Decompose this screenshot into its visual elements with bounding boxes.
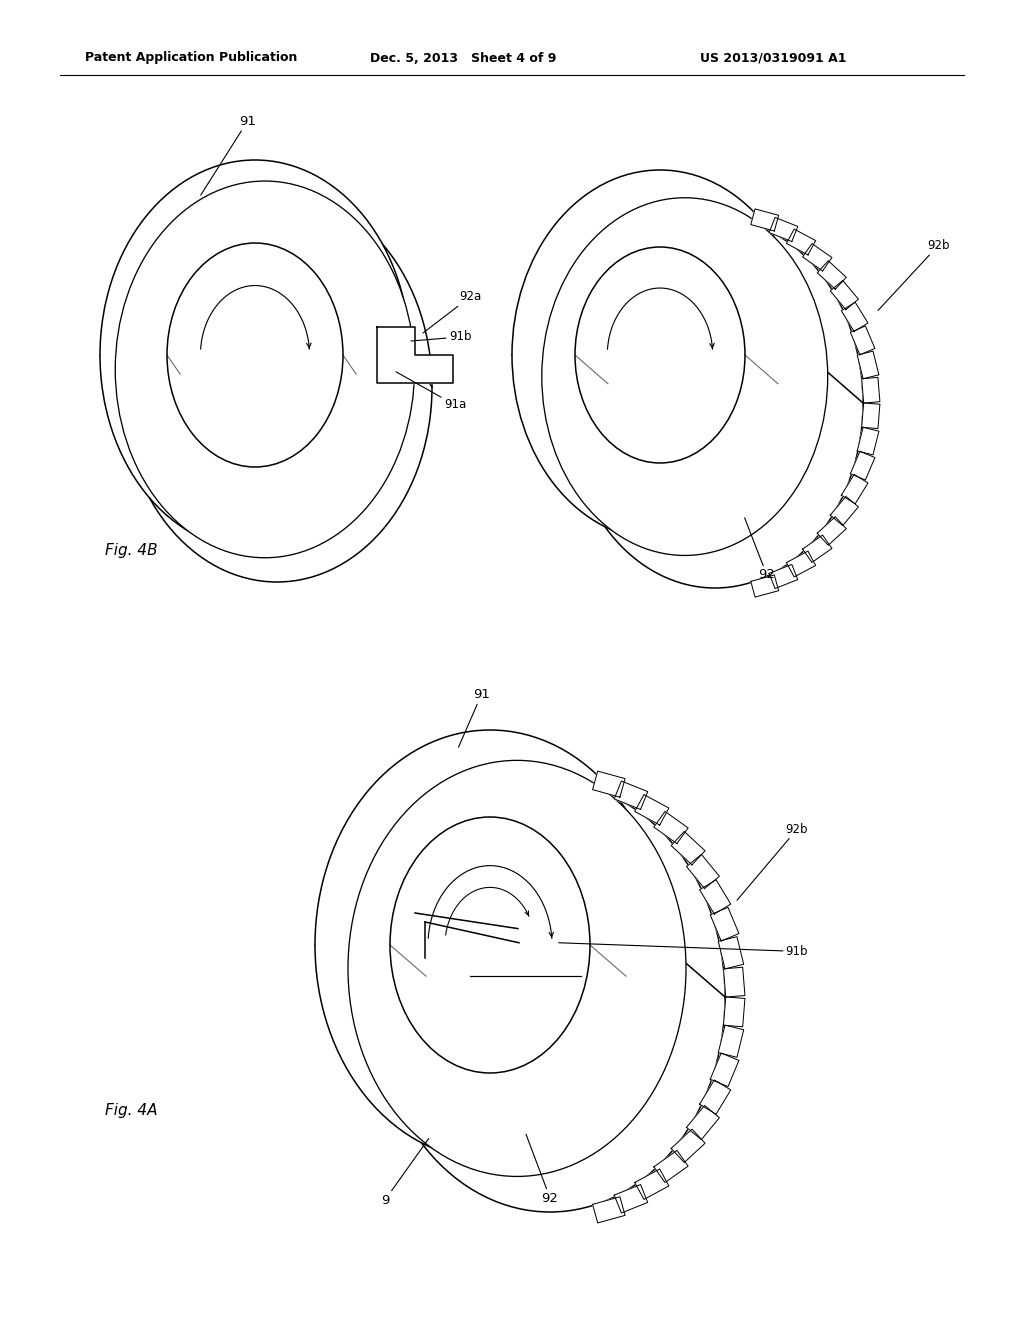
Text: US 2013/0319091 A1: US 2013/0319091 A1 [700,51,847,65]
Polygon shape [857,351,879,379]
Polygon shape [711,1053,739,1086]
Polygon shape [850,451,874,480]
Polygon shape [593,771,625,797]
Polygon shape [635,1170,669,1200]
Polygon shape [786,230,816,255]
Ellipse shape [315,730,665,1160]
Polygon shape [686,854,720,888]
Text: 91b: 91b [559,942,808,958]
Polygon shape [635,795,669,825]
Polygon shape [751,209,778,231]
Text: Dec. 5, 2013   Sheet 4 of 9: Dec. 5, 2013 Sheet 4 of 9 [370,51,556,65]
Text: 91b: 91b [411,330,471,343]
Polygon shape [769,218,798,242]
Polygon shape [830,496,858,525]
Ellipse shape [542,198,827,556]
Polygon shape [830,280,858,310]
Polygon shape [769,565,798,589]
Polygon shape [671,832,706,865]
Polygon shape [718,937,743,969]
Text: 91: 91 [459,689,489,747]
Polygon shape [699,1080,731,1114]
Text: 92: 92 [526,1134,558,1204]
Text: 92: 92 [744,517,775,582]
Ellipse shape [575,247,745,463]
Ellipse shape [167,243,343,467]
Ellipse shape [116,181,415,558]
Polygon shape [614,781,648,809]
Text: 91: 91 [201,115,256,195]
Polygon shape [857,428,879,455]
Text: Patent Application Publication: Patent Application Publication [85,51,297,65]
Polygon shape [850,326,874,355]
Text: 92b: 92b [878,239,949,310]
Polygon shape [711,907,739,941]
Polygon shape [593,1197,625,1222]
Text: Fig. 4B: Fig. 4B [105,543,158,558]
Ellipse shape [390,817,590,1073]
Polygon shape [671,1129,706,1163]
Polygon shape [724,997,744,1027]
Polygon shape [699,880,731,913]
Polygon shape [686,1105,720,1139]
Polygon shape [751,576,778,597]
Polygon shape [842,474,868,504]
Polygon shape [614,1184,648,1213]
Ellipse shape [100,160,410,550]
Polygon shape [842,302,868,331]
Polygon shape [724,968,744,997]
Polygon shape [654,812,688,843]
Polygon shape [718,1026,743,1057]
Polygon shape [861,403,880,429]
Polygon shape [786,550,816,577]
Ellipse shape [348,760,686,1176]
Ellipse shape [512,170,808,540]
Polygon shape [817,516,846,545]
Polygon shape [861,378,880,403]
Polygon shape [803,244,831,271]
Text: 9: 9 [381,1138,429,1206]
Polygon shape [817,261,846,289]
Polygon shape [654,1151,688,1183]
Polygon shape [803,535,831,562]
Text: 92a: 92a [423,290,481,333]
Text: Fig. 4A: Fig. 4A [105,1104,158,1118]
Text: 91a: 91a [396,372,466,412]
Polygon shape [377,327,453,383]
Text: 92b: 92b [737,822,808,900]
